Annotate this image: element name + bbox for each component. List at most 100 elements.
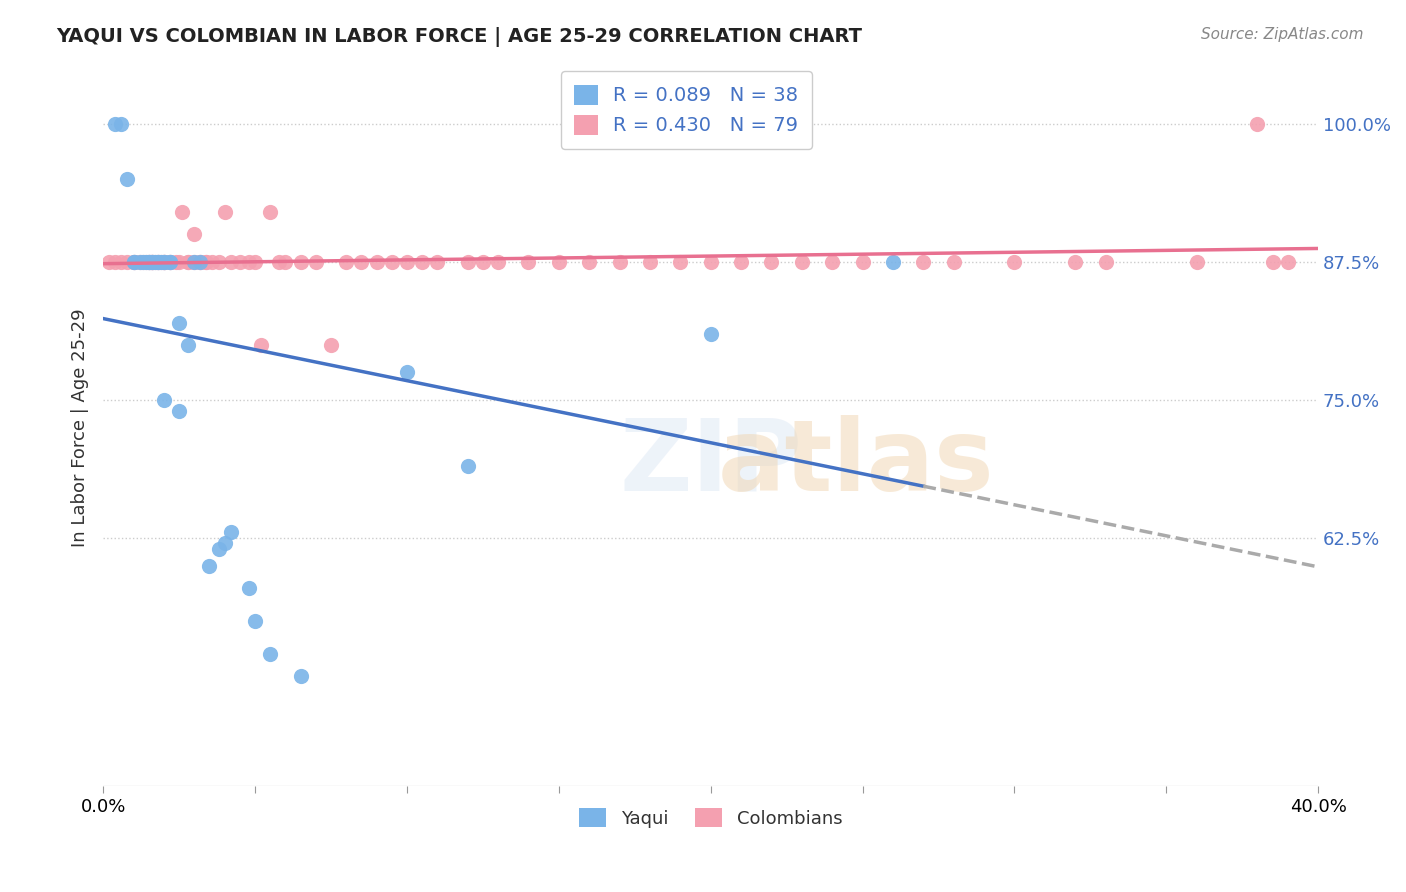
Point: [259, 647, 281, 661]
Point: [141, 255, 163, 269]
Point: [207, 541, 229, 556]
Point: [269, 255, 291, 269]
Point: [146, 255, 169, 269]
Point: [159, 255, 181, 269]
Point: [761, 255, 783, 269]
Point: [1064, 255, 1087, 269]
Point: [153, 255, 176, 269]
Text: YAQUI VS COLOMBIAN IN LABOR FORCE | AGE 25-29 CORRELATION CHART: YAQUI VS COLOMBIAN IN LABOR FORCE | AGE …: [56, 27, 862, 46]
Point: [395, 365, 418, 379]
Text: Source: ZipAtlas.com: Source: ZipAtlas.com: [1201, 27, 1364, 42]
Point: [153, 392, 176, 407]
Point: [305, 255, 328, 269]
Point: [165, 255, 187, 269]
Point: [942, 255, 965, 269]
Point: [135, 255, 157, 269]
Point: [290, 255, 312, 269]
Point: [172, 205, 194, 219]
Point: [122, 255, 145, 269]
Point: [138, 255, 160, 269]
Point: [183, 255, 205, 269]
Point: [153, 255, 176, 269]
Point: [699, 326, 721, 341]
Point: [547, 255, 569, 269]
Point: [104, 117, 127, 131]
Point: [135, 255, 157, 269]
Point: [146, 255, 169, 269]
Point: [159, 255, 181, 269]
Point: [699, 255, 721, 269]
Point: [1185, 255, 1208, 269]
Text: ZIP: ZIP: [619, 415, 801, 512]
Point: [851, 255, 873, 269]
Point: [426, 255, 449, 269]
Point: [638, 255, 661, 269]
Point: [1277, 255, 1299, 269]
Point: [912, 255, 935, 269]
Point: [153, 255, 176, 269]
Point: [110, 117, 132, 131]
Point: [730, 255, 752, 269]
Point: [188, 255, 211, 269]
Point: [1002, 255, 1025, 269]
Point: [411, 255, 433, 269]
Point: [486, 255, 509, 269]
Point: [159, 255, 181, 269]
Point: [183, 255, 205, 269]
Point: [319, 337, 342, 351]
Text: atlas: atlas: [718, 415, 995, 512]
Point: [183, 227, 205, 242]
Point: [159, 255, 181, 269]
Point: [214, 205, 236, 219]
Point: [149, 255, 172, 269]
Point: [821, 255, 844, 269]
Point: [177, 255, 200, 269]
Point: [198, 558, 221, 573]
Point: [141, 255, 163, 269]
Point: [122, 255, 145, 269]
Point: [471, 255, 494, 269]
Point: [149, 255, 172, 269]
Point: [214, 536, 236, 550]
Point: [274, 255, 297, 269]
Point: [1094, 255, 1116, 269]
Point: [243, 614, 266, 628]
Point: [138, 255, 160, 269]
Point: [188, 255, 211, 269]
Point: [250, 337, 273, 351]
Point: [350, 255, 373, 269]
Y-axis label: In Labor Force | Age 25-29: In Labor Force | Age 25-29: [72, 309, 89, 547]
Point: [98, 255, 121, 269]
Point: [153, 255, 176, 269]
Point: [153, 255, 176, 269]
Point: [138, 255, 160, 269]
Point: [177, 337, 200, 351]
Point: [188, 255, 211, 269]
Point: [609, 255, 631, 269]
Point: [146, 255, 169, 269]
Point: [122, 255, 145, 269]
Point: [131, 255, 153, 269]
Point: [128, 255, 150, 269]
Point: [167, 255, 190, 269]
Point: [207, 255, 229, 269]
Point: [195, 255, 218, 269]
Point: [229, 255, 252, 269]
Point: [141, 255, 163, 269]
Point: [882, 255, 904, 269]
Point: [117, 255, 139, 269]
Point: [578, 255, 600, 269]
Point: [457, 255, 479, 269]
Point: [219, 525, 242, 540]
Point: [259, 205, 281, 219]
Point: [1261, 255, 1284, 269]
Point: [201, 255, 224, 269]
Point: [138, 255, 160, 269]
Point: [219, 255, 242, 269]
Point: [128, 255, 150, 269]
Point: [366, 255, 388, 269]
Point: [517, 255, 540, 269]
Point: [117, 172, 139, 186]
Point: [195, 255, 218, 269]
Point: [1246, 117, 1268, 131]
